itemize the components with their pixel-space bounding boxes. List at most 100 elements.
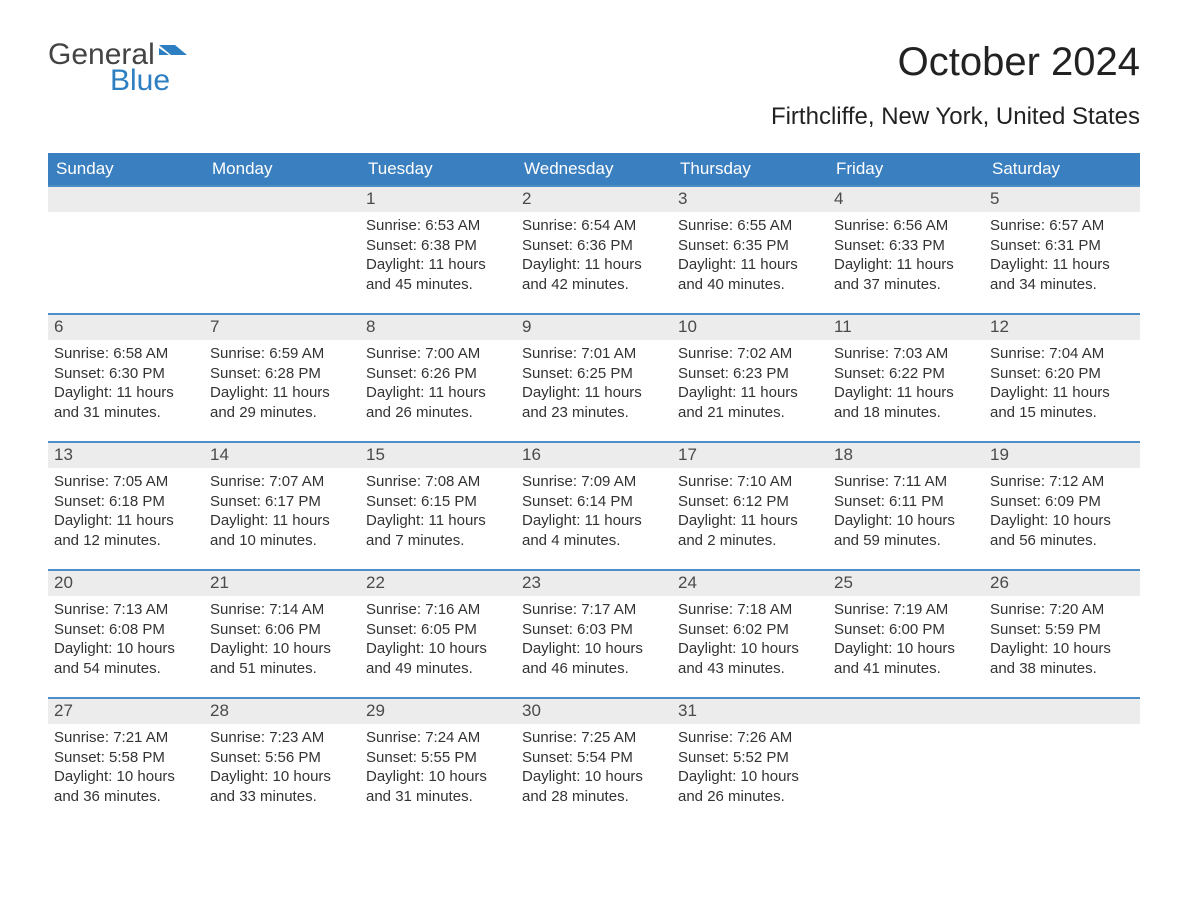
- sunset-line: Sunset: 6:30 PM: [54, 364, 198, 384]
- daylight-line: Daylight: 10 hours and 28 minutes.: [522, 767, 666, 806]
- day-number: 17: [672, 443, 828, 468]
- daylight-line: Daylight: 11 hours and 12 minutes.: [54, 511, 198, 550]
- sunset-line: Sunset: 6:28 PM: [210, 364, 354, 384]
- day-number-blank: [48, 187, 204, 212]
- day-cell: 12Sunrise: 7:04 AMSunset: 6:20 PMDayligh…: [984, 313, 1140, 441]
- sunrise-line: Sunrise: 7:13 AM: [54, 600, 198, 620]
- sunrise-line: Sunrise: 7:26 AM: [678, 728, 822, 748]
- sunset-line: Sunset: 6:20 PM: [990, 364, 1134, 384]
- daylight-line: Daylight: 10 hours and 33 minutes.: [210, 767, 354, 806]
- sunset-line: Sunset: 5:59 PM: [990, 620, 1134, 640]
- sunrise-line: Sunrise: 7:16 AM: [366, 600, 510, 620]
- sunset-line: Sunset: 6:17 PM: [210, 492, 354, 512]
- weekday-header: Saturday: [984, 153, 1140, 185]
- day-number: 15: [360, 443, 516, 468]
- sunrise-line: Sunrise: 7:02 AM: [678, 344, 822, 364]
- day-body: Sunrise: 7:10 AMSunset: 6:12 PMDaylight:…: [672, 468, 828, 550]
- sunset-line: Sunset: 6:25 PM: [522, 364, 666, 384]
- day-number-blank: [828, 699, 984, 724]
- daylight-line: Daylight: 11 hours and 7 minutes.: [366, 511, 510, 550]
- day-body: Sunrise: 7:16 AMSunset: 6:05 PMDaylight:…: [360, 596, 516, 678]
- day-number: 7: [204, 315, 360, 340]
- sunrise-line: Sunrise: 6:58 AM: [54, 344, 198, 364]
- day-cell: 15Sunrise: 7:08 AMSunset: 6:15 PMDayligh…: [360, 441, 516, 569]
- day-body: Sunrise: 6:57 AMSunset: 6:31 PMDaylight:…: [984, 212, 1140, 294]
- empty-cell: [48, 185, 204, 313]
- daylight-line: Daylight: 11 hours and 10 minutes.: [210, 511, 354, 550]
- day-cell: 16Sunrise: 7:09 AMSunset: 6:14 PMDayligh…: [516, 441, 672, 569]
- day-body: Sunrise: 7:07 AMSunset: 6:17 PMDaylight:…: [204, 468, 360, 550]
- sunset-line: Sunset: 6:36 PM: [522, 236, 666, 256]
- day-cell: 11Sunrise: 7:03 AMSunset: 6:22 PMDayligh…: [828, 313, 984, 441]
- sunset-line: Sunset: 5:56 PM: [210, 748, 354, 768]
- day-body: Sunrise: 6:59 AMSunset: 6:28 PMDaylight:…: [204, 340, 360, 422]
- empty-cell: [984, 697, 1140, 825]
- sunset-line: Sunset: 5:52 PM: [678, 748, 822, 768]
- sunset-line: Sunset: 6:35 PM: [678, 236, 822, 256]
- day-body: Sunrise: 6:53 AMSunset: 6:38 PMDaylight:…: [360, 212, 516, 294]
- day-number: 6: [48, 315, 204, 340]
- daylight-line: Daylight: 11 hours and 15 minutes.: [990, 383, 1134, 422]
- daylight-line: Daylight: 11 hours and 29 minutes.: [210, 383, 354, 422]
- day-number: 27: [48, 699, 204, 724]
- sunrise-line: Sunrise: 7:24 AM: [366, 728, 510, 748]
- sunset-line: Sunset: 5:58 PM: [54, 748, 198, 768]
- day-cell: 29Sunrise: 7:24 AMSunset: 5:55 PMDayligh…: [360, 697, 516, 825]
- daylight-line: Daylight: 10 hours and 31 minutes.: [366, 767, 510, 806]
- day-cell: 14Sunrise: 7:07 AMSunset: 6:17 PMDayligh…: [204, 441, 360, 569]
- day-cell: 6Sunrise: 6:58 AMSunset: 6:30 PMDaylight…: [48, 313, 204, 441]
- sunset-line: Sunset: 6:12 PM: [678, 492, 822, 512]
- sunset-line: Sunset: 5:54 PM: [522, 748, 666, 768]
- day-number: 24: [672, 571, 828, 596]
- day-body: Sunrise: 7:05 AMSunset: 6:18 PMDaylight:…: [48, 468, 204, 550]
- weekday-header: Wednesday: [516, 153, 672, 185]
- sunset-line: Sunset: 6:14 PM: [522, 492, 666, 512]
- daylight-line: Daylight: 11 hours and 31 minutes.: [54, 383, 198, 422]
- calendar-grid: SundayMondayTuesdayWednesdayThursdayFrid…: [48, 153, 1140, 825]
- daylight-line: Daylight: 10 hours and 56 minutes.: [990, 511, 1134, 550]
- day-body: Sunrise: 7:24 AMSunset: 5:55 PMDaylight:…: [360, 724, 516, 806]
- day-number: 5: [984, 187, 1140, 212]
- daylight-line: Daylight: 10 hours and 41 minutes.: [834, 639, 978, 678]
- day-body: Sunrise: 6:58 AMSunset: 6:30 PMDaylight:…: [48, 340, 204, 422]
- sunrise-line: Sunrise: 7:20 AM: [990, 600, 1134, 620]
- day-body: Sunrise: 7:04 AMSunset: 6:20 PMDaylight:…: [984, 340, 1140, 422]
- day-number: 21: [204, 571, 360, 596]
- sunrise-line: Sunrise: 6:57 AM: [990, 216, 1134, 236]
- day-body: Sunrise: 7:02 AMSunset: 6:23 PMDaylight:…: [672, 340, 828, 422]
- sunset-line: Sunset: 6:03 PM: [522, 620, 666, 640]
- day-cell: 22Sunrise: 7:16 AMSunset: 6:05 PMDayligh…: [360, 569, 516, 697]
- day-number: 3: [672, 187, 828, 212]
- day-body: Sunrise: 7:08 AMSunset: 6:15 PMDaylight:…: [360, 468, 516, 550]
- daylight-line: Daylight: 10 hours and 46 minutes.: [522, 639, 666, 678]
- day-cell: 5Sunrise: 6:57 AMSunset: 6:31 PMDaylight…: [984, 185, 1140, 313]
- day-number: 10: [672, 315, 828, 340]
- day-body: Sunrise: 7:12 AMSunset: 6:09 PMDaylight:…: [984, 468, 1140, 550]
- day-number: 19: [984, 443, 1140, 468]
- day-body: Sunrise: 7:19 AMSunset: 6:00 PMDaylight:…: [828, 596, 984, 678]
- sunset-line: Sunset: 6:06 PM: [210, 620, 354, 640]
- day-number: 31: [672, 699, 828, 724]
- day-cell: 13Sunrise: 7:05 AMSunset: 6:18 PMDayligh…: [48, 441, 204, 569]
- day-number: 23: [516, 571, 672, 596]
- daylight-line: Daylight: 11 hours and 40 minutes.: [678, 255, 822, 294]
- sunrise-line: Sunrise: 7:05 AM: [54, 472, 198, 492]
- day-cell: 28Sunrise: 7:23 AMSunset: 5:56 PMDayligh…: [204, 697, 360, 825]
- sunrise-line: Sunrise: 7:23 AM: [210, 728, 354, 748]
- sunrise-line: Sunrise: 7:19 AM: [834, 600, 978, 620]
- sunset-line: Sunset: 6:23 PM: [678, 364, 822, 384]
- day-body: Sunrise: 7:25 AMSunset: 5:54 PMDaylight:…: [516, 724, 672, 806]
- sunset-line: Sunset: 6:38 PM: [366, 236, 510, 256]
- weekday-header: Friday: [828, 153, 984, 185]
- sunrise-line: Sunrise: 7:03 AM: [834, 344, 978, 364]
- day-cell: 8Sunrise: 7:00 AMSunset: 6:26 PMDaylight…: [360, 313, 516, 441]
- sunset-line: Sunset: 6:22 PM: [834, 364, 978, 384]
- day-body: Sunrise: 7:03 AMSunset: 6:22 PMDaylight:…: [828, 340, 984, 422]
- sunset-line: Sunset: 6:26 PM: [366, 364, 510, 384]
- weekday-header: Thursday: [672, 153, 828, 185]
- sunrise-line: Sunrise: 6:53 AM: [366, 216, 510, 236]
- sunrise-line: Sunrise: 7:01 AM: [522, 344, 666, 364]
- logo: General Blue: [48, 40, 187, 96]
- day-number: 12: [984, 315, 1140, 340]
- day-cell: 18Sunrise: 7:11 AMSunset: 6:11 PMDayligh…: [828, 441, 984, 569]
